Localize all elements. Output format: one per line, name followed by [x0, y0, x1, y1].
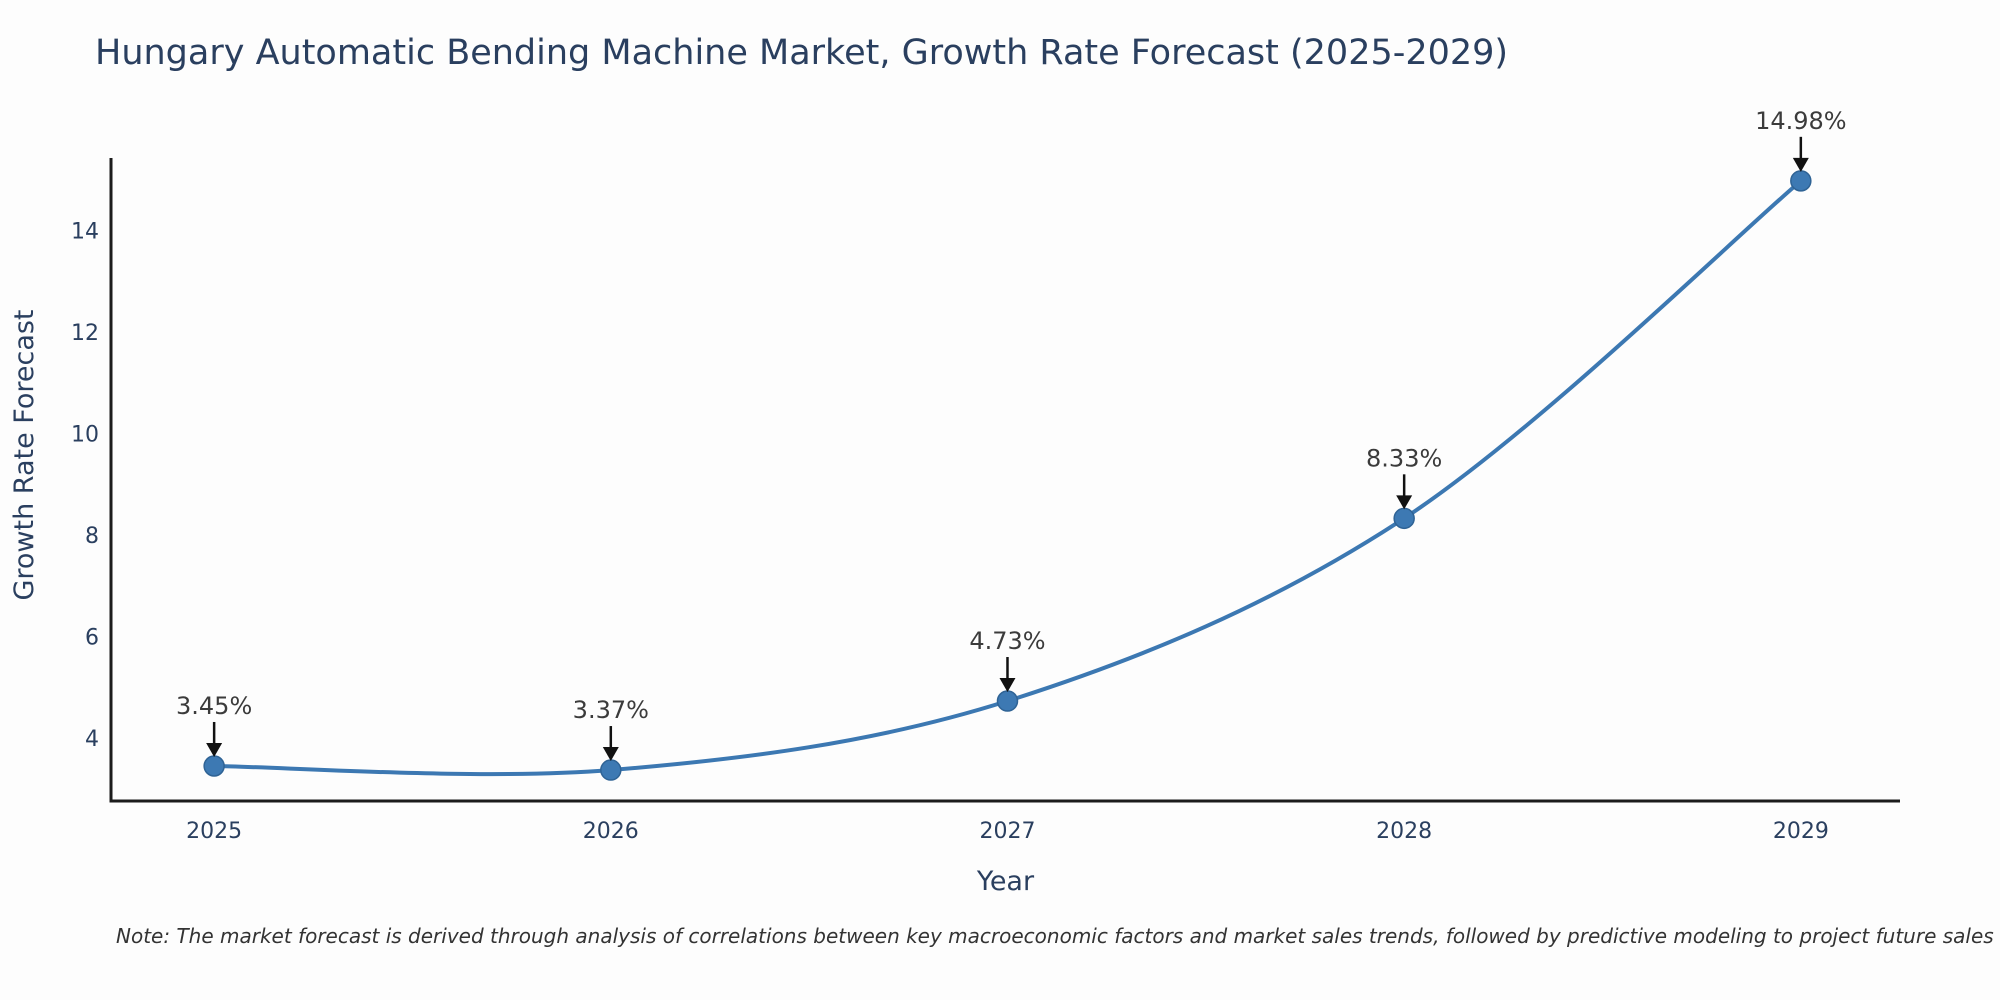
y-tick-label: 10 [71, 423, 99, 448]
x-tick-label: 2027 [979, 819, 1035, 844]
y-tick-label: 4 [85, 727, 99, 752]
y-tick-label: 14 [71, 220, 99, 245]
annotation-label: 3.37% [573, 696, 649, 724]
annotation-arrowhead [602, 747, 619, 762]
y-axis-title: Growth Rate Forecast [9, 309, 40, 600]
y-tick-label: 12 [71, 321, 99, 346]
data-point-marker [996, 690, 1019, 712]
annotation-arrowhead [1792, 157, 1809, 172]
footnote: Note: The market forecast is derived thr… [116, 924, 1994, 948]
annotation-arrowhead [1396, 495, 1413, 510]
data-point-marker [1393, 507, 1415, 530]
chart-title: Hungary Automatic Bending Machine Market… [95, 33, 1509, 73]
annotation-label: 8.33% [1366, 444, 1442, 472]
y-tick-label: 8 [85, 524, 99, 549]
data-point-marker [600, 759, 622, 781]
annotation-arrowhead [999, 678, 1016, 693]
x-axis-title: Year [976, 866, 1035, 897]
x-tick-label: 2029 [1773, 819, 1829, 844]
x-tick-label: 2026 [583, 819, 639, 844]
x-tick-label: 2028 [1376, 819, 1432, 844]
y-tick-label: 6 [85, 626, 99, 651]
annotation-label: 4.73% [969, 627, 1045, 655]
annotation-label: 3.45% [176, 692, 252, 720]
data-point-marker [1790, 170, 1812, 192]
annotation-label: 14.98% [1755, 107, 1847, 135]
annotation-arrowhead [206, 742, 223, 757]
data-point-marker [203, 755, 225, 777]
x-tick-label: 2025 [186, 819, 242, 844]
